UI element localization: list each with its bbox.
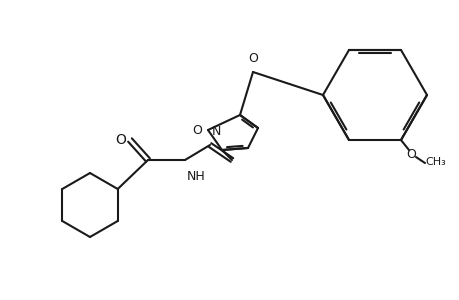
- Text: O: O: [405, 148, 415, 160]
- Text: CH₃: CH₃: [424, 157, 445, 167]
- Text: O: O: [115, 133, 126, 147]
- Text: NH: NH: [187, 170, 205, 183]
- Text: N: N: [212, 125, 221, 138]
- Text: O: O: [192, 124, 202, 136]
- Text: O: O: [247, 52, 257, 65]
